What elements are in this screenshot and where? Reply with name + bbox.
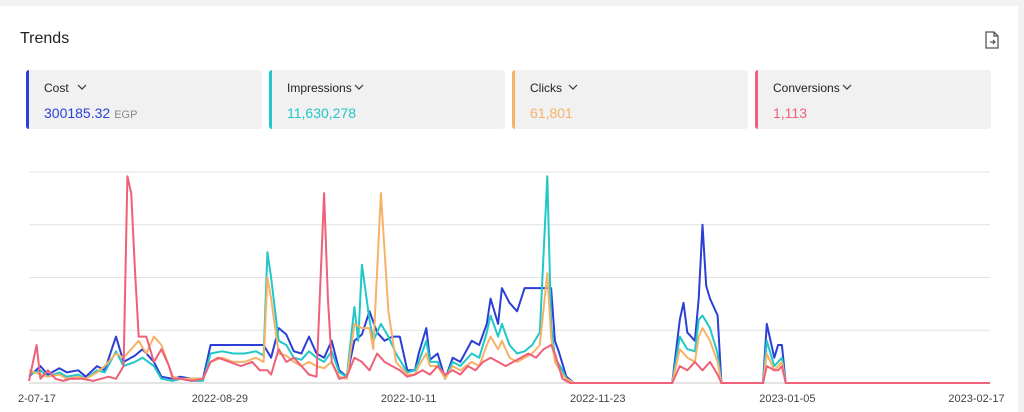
trend-line-chart: 2-07-17 2022-08-29 2022-10-11 2022-11-23 202… <box>18 171 1005 405</box>
kpi-card-cost[interactable]: Cost 300185.32 EGP <box>26 70 262 129</box>
page-title: Trends <box>20 30 70 47</box>
kpi-label-clicks: Clicks <box>530 81 562 95</box>
series-line-2 <box>28 192 990 384</box>
kpi-card-conversions[interactable]: Conversions 1,113 <box>755 70 991 129</box>
kpi-label-conversions: Conversions <box>773 81 840 95</box>
kpi-value-cost: 300185.32 EGP <box>44 105 137 121</box>
kpi-value-conversions: 1,113 <box>773 105 807 121</box>
kpi-card-clicks[interactable]: Clicks 61,801 <box>512 70 748 129</box>
kpi-value-impressions: 11,630,278 <box>287 105 356 121</box>
kpi-number-conversions: 1,113 <box>773 105 807 121</box>
x-tick-label: 2022-08-29 <box>192 393 248 405</box>
x-tick-label: 2022-10-11 <box>381 393 436 405</box>
chevron-down-icon <box>354 84 364 90</box>
kpi-number-clicks: 61,801 <box>530 105 573 121</box>
chevron-down-icon <box>77 84 87 90</box>
kpi-number-cost: 300185.32 <box>44 105 111 121</box>
series-line-1 <box>28 175 990 384</box>
kpi-label-impressions: Impressions <box>287 81 352 95</box>
kpi-value-clicks: 61,801 <box>530 105 573 121</box>
x-tick-label: 2023-02-17 <box>948 393 1004 405</box>
x-tick-label: 2023-01-05 <box>759 393 815 405</box>
kpi-unit-cost: EGP <box>114 109 138 121</box>
series-line-0 <box>28 223 990 384</box>
kpi-number-impressions: 11,630,278 <box>287 105 357 121</box>
kpi-label-cost: Cost <box>44 81 69 95</box>
trends-card: Trends Cost 300185.32 EGP Impressions 11,… <box>0 6 1018 412</box>
kpi-card-impressions[interactable]: Impressions 11,630,278 <box>269 70 505 129</box>
file-export-icon[interactable] <box>984 31 1000 49</box>
series-line-3 <box>28 175 990 384</box>
x-tick-label: 2022-11-23 <box>570 393 625 405</box>
x-tick-label: 2-07-17 <box>18 393 56 405</box>
chevron-down-icon <box>842 84 852 90</box>
chevron-down-icon <box>568 84 578 90</box>
